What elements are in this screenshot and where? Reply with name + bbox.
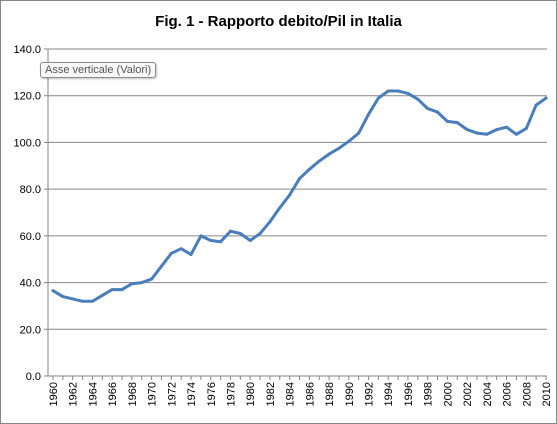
x-tick-label: 1978 <box>225 382 237 406</box>
data-point <box>298 177 301 181</box>
data-point <box>534 103 538 107</box>
data-point <box>524 126 528 130</box>
data-point <box>219 240 223 244</box>
y-tick-label: 80.0 <box>20 184 41 196</box>
data-point <box>475 131 479 135</box>
x-tick-label: 1984 <box>285 382 297 406</box>
y-tick-label: 40.0 <box>20 278 41 290</box>
data-point <box>406 91 410 95</box>
x-tick-label: 1972 <box>166 382 178 406</box>
x-tick-label: 1998 <box>423 382 435 406</box>
data-point <box>317 159 321 163</box>
x-tick-label: 1980 <box>245 382 257 406</box>
data-point <box>288 193 292 197</box>
x-tick-label: 1970 <box>147 382 159 406</box>
series-line <box>51 89 548 303</box>
data-point <box>81 299 85 303</box>
x-tick-label: 1996 <box>403 382 415 406</box>
data-point <box>376 96 380 100</box>
x-tick-label: 1974 <box>186 382 198 406</box>
data-point <box>189 253 193 257</box>
series-layer <box>51 89 548 303</box>
data-point <box>120 288 124 292</box>
x-tick-label: 2000 <box>442 382 454 406</box>
x-tick-label: 2008 <box>521 382 533 406</box>
data-point <box>307 167 311 171</box>
x-tick-label: 1968 <box>127 382 139 406</box>
data-point <box>130 282 134 286</box>
x-tick-label: 1988 <box>324 382 336 406</box>
gridlines <box>48 48 547 330</box>
x-tick-label: 1994 <box>383 382 395 406</box>
x-tick-label: 1964 <box>87 382 99 406</box>
data-point <box>199 234 203 238</box>
y-axis-tick-labels: 0.0 20.0 40.0 60.0 80.0 100.0 120.0 140.0 <box>13 44 41 383</box>
y-tick-label: 140.0 <box>13 44 41 56</box>
data-point <box>327 152 331 156</box>
data-point <box>396 89 400 93</box>
data-point <box>150 277 154 281</box>
data-point <box>228 229 232 233</box>
data-point <box>258 232 262 236</box>
data-point <box>110 288 114 292</box>
y-tick-label: 0.0 <box>26 371 41 383</box>
x-tick-label: 2004 <box>482 382 494 406</box>
data-point <box>544 96 548 100</box>
data-point <box>179 247 183 251</box>
data-point <box>514 132 518 136</box>
data-point <box>386 89 390 93</box>
x-tick-label: 2002 <box>462 382 474 406</box>
y-tick-label: 20.0 <box>20 324 41 336</box>
data-point <box>465 128 469 132</box>
y-tick-label: 120.0 <box>13 91 41 103</box>
x-tick-label: 1990 <box>344 382 356 406</box>
data-point <box>278 206 282 210</box>
x-tick-label: 1966 <box>107 382 119 406</box>
axis-tooltip: Asse verticale (Valori) <box>40 62 157 78</box>
x-tick-label: 1986 <box>304 382 316 406</box>
data-point <box>485 132 489 136</box>
data-point <box>268 220 272 224</box>
data-point <box>61 295 65 299</box>
data-point <box>90 299 94 303</box>
axes <box>44 48 547 380</box>
x-tick-label: 1982 <box>265 382 277 406</box>
data-point <box>416 97 420 101</box>
data-point <box>169 251 173 255</box>
data-point <box>100 293 104 297</box>
data-point <box>426 107 430 111</box>
data-point <box>357 131 361 135</box>
x-tick-label: 2006 <box>502 382 514 406</box>
data-point <box>455 121 459 125</box>
data-point <box>495 128 499 132</box>
data-point <box>140 281 144 285</box>
x-tick-label: 2010 <box>541 382 553 406</box>
y-tick-label: 100.0 <box>13 137 41 149</box>
data-point <box>347 139 351 143</box>
data-point <box>71 297 75 301</box>
data-point <box>209 239 213 243</box>
data-point <box>159 264 163 268</box>
chart-title: Fig. 1 - Rapporto debito/Pil in Italia <box>155 13 402 30</box>
x-tick-label: 1960 <box>48 382 60 406</box>
data-point <box>238 232 242 236</box>
data-point <box>248 239 252 243</box>
data-point <box>337 146 341 150</box>
x-axis-tick-labels: 1960 1962 1964 1966 1968 1970 1972 1974 1976 1978… <box>48 382 553 406</box>
x-tick-label: 1992 <box>364 382 376 406</box>
y-tick-label: 60.0 <box>20 231 41 243</box>
data-point <box>505 125 509 129</box>
data-point <box>51 289 55 293</box>
x-tick-label: 1976 <box>206 382 218 406</box>
data-point <box>367 112 371 116</box>
x-tick-label: 1962 <box>68 382 80 406</box>
data-point <box>436 110 440 114</box>
data-point <box>445 119 449 123</box>
